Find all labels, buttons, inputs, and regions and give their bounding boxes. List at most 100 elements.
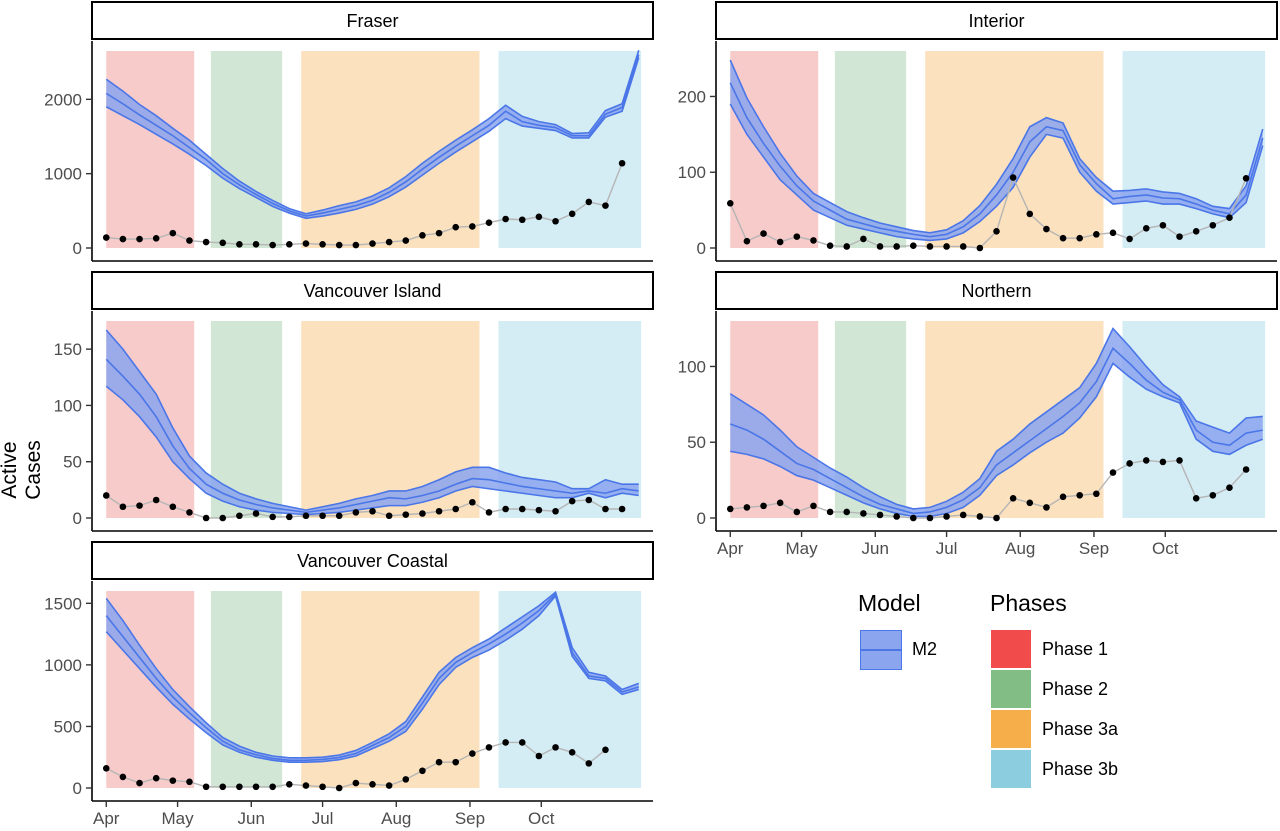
interior-m2-line <box>729 82 1264 238</box>
vancouver-coastal-observed-point <box>602 746 609 754</box>
interior-observed-point <box>860 235 867 243</box>
interior-observed-point <box>1076 234 1083 242</box>
vancouver-island-observed-point <box>369 507 376 515</box>
fraser-observed-point <box>219 239 227 247</box>
vancouver-coastal-observed-point <box>469 750 476 757</box>
northern-observed-point <box>1176 457 1183 464</box>
vancouver-island-observed-point <box>335 512 343 520</box>
vancouver-coastal-observed-point <box>485 744 493 751</box>
vancouver-island-observed-point <box>602 505 609 513</box>
legend: Model M2 Phases Phase 1 Phase 2 Phase 3a… <box>858 590 1158 790</box>
northern-observed-point <box>1109 469 1117 476</box>
vancouver-island-observed-point <box>202 514 210 522</box>
interior-observed-point <box>976 244 984 252</box>
vancouver-coastal-panel-title: Vancouver Coastal <box>297 551 448 571</box>
interior-observed-point <box>793 233 801 240</box>
northern-observed-point <box>743 504 751 511</box>
interior-m2-band <box>730 60 1263 241</box>
vancouver-island-observed-point <box>402 511 410 518</box>
fraser-observed-point <box>618 159 626 167</box>
fraser-observed-point <box>502 215 509 223</box>
northern-x-tick-label: Oct <box>1152 539 1179 558</box>
northern-observed-point <box>1009 495 1017 502</box>
fraser-panel-title: Fraser <box>346 11 398 31</box>
vancouver-island-m2-lower-line <box>105 385 639 516</box>
vancouver-coastal-strip <box>91 541 654 580</box>
legend-model-title: Model <box>858 590 921 616</box>
northern-observed-point <box>910 514 917 522</box>
interior-y-tick-label: 100 <box>678 163 706 182</box>
interior-m2-upper-line <box>729 59 1264 234</box>
northern-strip <box>715 271 1278 310</box>
fraser-observed-point <box>535 213 543 221</box>
interior-observed-point <box>893 243 900 250</box>
interior-observed-point <box>876 243 884 250</box>
vancouver-coastal-x-tick-label: Jul <box>312 809 334 828</box>
interior-observed-point <box>1159 221 1167 229</box>
northern-m2-line <box>729 346 1263 515</box>
northern-observed-point <box>860 510 867 517</box>
vancouver-island-m2-line <box>105 358 639 514</box>
vancouver-coastal-m2-lower-line <box>105 594 639 763</box>
legend-label-phase-3b: Phase 3b <box>1042 759 1119 779</box>
fraser-observed-point <box>352 241 360 249</box>
fraser-observed-point <box>518 216 526 224</box>
vancouver-coastal-y-tick-label: 500 <box>54 717 82 736</box>
vancouver-island-y-tick-label: 150 <box>54 340 82 359</box>
northern-observed-point <box>1242 466 1250 473</box>
vancouver-island-observed-point <box>502 505 509 513</box>
vancouver-coastal-observed-point <box>202 783 210 791</box>
northern-x-tick-label: Apr <box>717 539 744 558</box>
interior-observed-point <box>1209 221 1217 229</box>
northern-m2-band <box>730 328 1263 517</box>
fraser-observed-point <box>369 240 376 247</box>
vancouver-island-panel-title: Vancouver Island <box>304 281 442 301</box>
fraser-observed-point <box>319 240 326 248</box>
vancouver-island-observed-point <box>552 507 559 515</box>
fraser-observed-point <box>302 240 310 247</box>
legend-label-phase-1: Phase 1 <box>1042 639 1109 659</box>
fraser-observed-point <box>485 219 493 227</box>
interior-observed-point <box>810 237 817 244</box>
interior-observed-point <box>1142 225 1150 232</box>
fraser-y-tick-label: 1000 <box>44 165 82 184</box>
interior-observed-point <box>1226 214 1233 221</box>
fraser-observed-point <box>186 237 193 244</box>
interior-observed-point <box>959 243 967 250</box>
interior-observed-point <box>910 242 917 250</box>
fraser-observed-point <box>152 235 160 242</box>
fraser-observed-point <box>602 202 609 209</box>
fraser-observed-point <box>335 241 343 249</box>
vancouver-coastal-x-tick-label: Oct <box>528 809 555 828</box>
northern-y-tick-label: 0 <box>697 509 706 528</box>
vancouver-coastal-x-tick-label: Jun <box>238 809 265 828</box>
interior-observed-point <box>1242 174 1250 182</box>
vancouver-coastal-observed-point <box>585 760 593 767</box>
northern-x-tick-label: May <box>786 539 819 558</box>
northern-observed-point <box>726 505 734 513</box>
northern-observed-point <box>1226 484 1233 491</box>
vancouver-island-observed-point <box>102 492 110 499</box>
vancouver-coastal-shade-phase-3a <box>301 591 480 788</box>
fraser-m2-line <box>105 54 640 217</box>
vancouver-coastal-x-tick-label: May <box>162 809 195 828</box>
vancouver-coastal-observed-point <box>435 758 443 766</box>
vancouver-coastal-observed-point <box>352 779 360 787</box>
northern-observed-point <box>1209 491 1217 499</box>
vancouver-island-observed-point <box>302 512 310 520</box>
vancouver-coastal-observed-point <box>552 744 559 751</box>
vancouver-coastal-x-tick-label: Aug <box>381 809 411 828</box>
northern-observed-point <box>993 514 1000 522</box>
vancouver-coastal-observed-point <box>286 781 293 788</box>
legend-label-m2: M2 <box>912 639 938 659</box>
vancouver-island-observed-point <box>219 514 227 522</box>
vancouver-island-observed-point <box>469 498 476 506</box>
vancouver-island-observed-point <box>618 505 626 513</box>
fraser-m2-lower-line <box>105 57 640 220</box>
interior-observed-point <box>993 228 1000 235</box>
vancouver-island-observed-point <box>385 512 393 520</box>
legend-label-phase-2: Phase 2 <box>1042 679 1109 699</box>
northern-observed-point <box>876 511 884 519</box>
fraser-m2-upper-line <box>105 50 640 215</box>
fraser-shade-phase-2 <box>210 51 283 248</box>
